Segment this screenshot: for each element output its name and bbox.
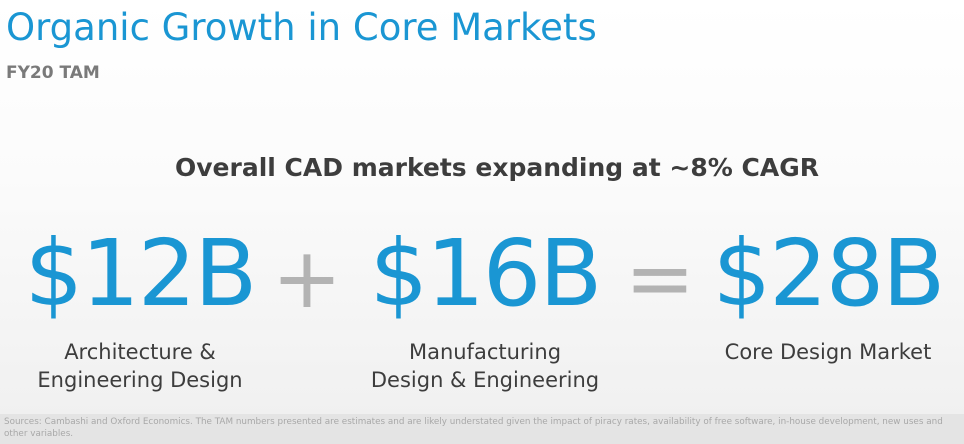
label-core-design-market: Core Design Market	[700, 338, 956, 366]
footer-sources: Sources: Cambashi and Oxford Economics. …	[0, 414, 964, 444]
equals-operator: =	[624, 229, 696, 327]
value-architecture-engineering: $12B	[24, 220, 258, 327]
label-manufacturing-line2: Design & Engineering	[370, 368, 600, 392]
label-manufacturing-line1: Manufacturing	[408, 340, 562, 364]
label-core-design-market-line1: Core Design Market	[724, 340, 932, 364]
label-architecture-engineering-line2: Engineering Design	[37, 368, 243, 392]
headline: Overall CAD markets expanding at ~8% CAG…	[175, 153, 819, 182]
value-manufacturing: $16B	[369, 220, 603, 327]
plus-operator: +	[271, 229, 343, 327]
slide-subtitle: FY20 TAM	[6, 63, 100, 83]
slide-title: Organic Growth in Core Markets	[6, 6, 597, 49]
label-architecture-engineering: Architecture & Engineering Design	[20, 338, 260, 394]
value-core-design-market: $28B	[712, 220, 946, 327]
label-manufacturing: Manufacturing Design & Engineering	[350, 338, 620, 394]
label-architecture-engineering-line1: Architecture &	[64, 340, 216, 364]
